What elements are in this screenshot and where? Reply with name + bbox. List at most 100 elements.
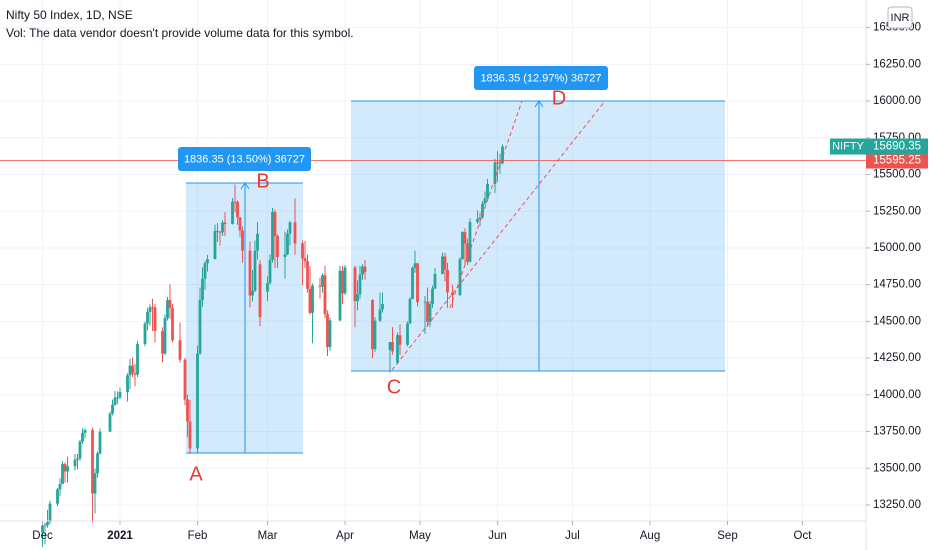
candle-body: [271, 211, 274, 260]
candle-body: [371, 300, 374, 350]
candle-body: [168, 300, 172, 309]
y-tick-label: 15000.00: [873, 242, 921, 254]
candle-body: [431, 288, 434, 305]
candle-body: [151, 307, 154, 309]
candle-body: [116, 397, 119, 399]
reference-price-box: [866, 152, 928, 169]
candle-body: [96, 453, 99, 474]
point-label: C: [387, 376, 401, 398]
candle-body: [113, 397, 117, 405]
candle-body: [183, 359, 187, 400]
candle-body: [136, 343, 139, 375]
candle-body: [466, 243, 469, 262]
y-tick-label: 13250.00: [873, 499, 921, 511]
measure-label-box: [474, 66, 608, 90]
candle-body: [46, 522, 49, 526]
candle-body: [171, 308, 174, 341]
point-label: B: [256, 170, 269, 192]
candle-body: [413, 263, 417, 268]
candle-body: [126, 375, 129, 393]
candle-body: [111, 404, 114, 414]
candle-body: [411, 267, 414, 299]
candle-body: [486, 183, 489, 199]
candle-body: [423, 301, 427, 303]
candle-body: [188, 421, 192, 449]
candle-body: [148, 307, 152, 312]
grid: [0, 0, 866, 521]
x-tick-label: 2021: [107, 530, 133, 542]
candle-body: [353, 267, 357, 302]
candle-body: [98, 431, 102, 454]
candle-body: [58, 483, 62, 490]
candle-body: [363, 266, 367, 273]
trend-lines: [391, 100, 606, 371]
currency-label[interactable]: INR: [891, 12, 910, 24]
candle-body: [458, 259, 462, 296]
candle-body: [248, 250, 252, 296]
candle-body: [166, 300, 169, 319]
candle-body: [446, 269, 449, 293]
candle-body: [63, 464, 67, 472]
candle-body: [388, 342, 392, 350]
y-tick-label: 13750.00: [873, 426, 921, 438]
candle-body: [61, 464, 64, 484]
candle-body: [441, 256, 444, 274]
x-tick-label: Jul: [565, 530, 580, 542]
candle-body: [108, 413, 112, 432]
candle-body: [133, 373, 137, 375]
candle-body: [273, 211, 277, 237]
candle-body: [318, 285, 322, 287]
candle-body: [178, 340, 182, 360]
candle-body: [358, 274, 362, 295]
candle-body: [253, 250, 257, 291]
x-tick-label: Apr: [336, 530, 354, 542]
measure-box: [351, 101, 725, 371]
reference-price-label: 15595.25: [873, 155, 921, 167]
candle-body: [238, 217, 242, 231]
x-tick-label: Dec: [32, 530, 53, 542]
candle-body: [241, 230, 244, 251]
candle-body: [433, 273, 437, 289]
candle-body: [196, 353, 199, 449]
volume-note: Vol: The data vendor doesn't provide vol…: [6, 26, 354, 40]
candle-body: [426, 301, 429, 322]
candle-body: [131, 365, 134, 374]
candle-body: [216, 230, 219, 232]
x-tick-label: Mar: [258, 530, 278, 542]
candle-body: [268, 259, 272, 284]
x-tick-label: Feb: [188, 530, 208, 542]
candle-body: [206, 259, 209, 264]
candle-body: [198, 299, 202, 354]
candle-body: [408, 298, 412, 324]
candle-body: [396, 335, 399, 363]
currency-button[interactable]: [887, 6, 913, 29]
candle-body: [321, 275, 324, 287]
candle-body: [308, 288, 312, 313]
candle-body: [498, 163, 502, 165]
y-tick-label: 14500.00: [873, 315, 921, 327]
symbol-label: NIFTY: [832, 140, 864, 152]
y-tick-label: 16250.00: [873, 58, 921, 70]
candle-body: [203, 263, 207, 279]
candle-body: [201, 278, 204, 300]
y-tick-label: 13500.00: [873, 462, 921, 474]
candle-body: [41, 525, 44, 533]
arrow-head: [240, 182, 250, 190]
x-tick-label: May: [409, 530, 431, 542]
y-tick-label: 15250.00: [873, 205, 921, 217]
candle-body: [501, 146, 504, 164]
candle-body: [146, 311, 149, 324]
candle-body: [288, 222, 292, 234]
symbol-box: [830, 138, 866, 155]
candle-body: [66, 466, 69, 472]
candle-body: [338, 270, 342, 321]
measure-tools: [186, 100, 725, 454]
candle-body: [251, 290, 254, 296]
candles: [41, 144, 504, 548]
candle-body: [223, 222, 227, 224]
candle-body: [73, 459, 77, 467]
candle-body: [461, 232, 464, 260]
trend-line: [391, 100, 606, 371]
